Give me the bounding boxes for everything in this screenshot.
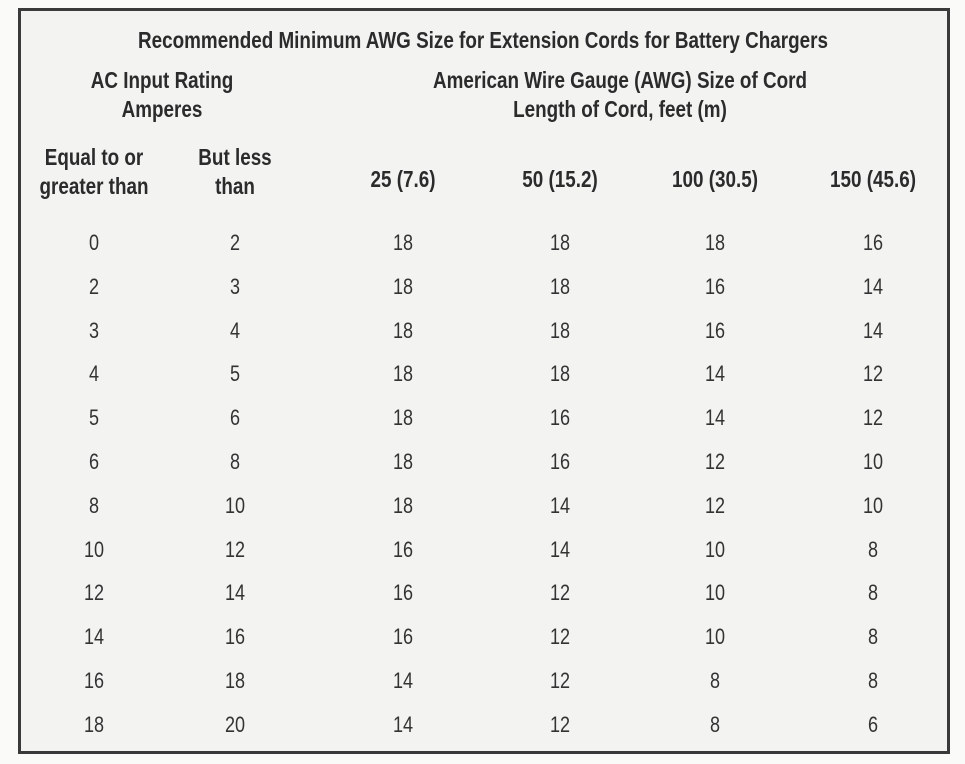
table-cell: 16 bbox=[704, 317, 726, 343]
table-cell: 5 bbox=[229, 361, 241, 387]
table-cell: 8 bbox=[229, 449, 241, 474]
table-cell: 14 bbox=[704, 361, 726, 387]
column-header: Equal to or greater than bbox=[39, 144, 149, 199]
table-cell: 12 bbox=[862, 405, 884, 431]
table-cell: 14 bbox=[862, 273, 884, 299]
table-cell: 14 bbox=[704, 405, 726, 431]
table-cell: 12 bbox=[704, 492, 726, 518]
table-cell: 12 bbox=[224, 536, 246, 562]
table-cell: 2 bbox=[88, 273, 100, 299]
table-cell: 16 bbox=[224, 624, 246, 650]
table-cell: 16 bbox=[549, 449, 571, 474]
table-cell: 18 bbox=[392, 230, 414, 255]
column-header: 100 (30.5) bbox=[672, 166, 758, 192]
table-cell: 14 bbox=[549, 492, 571, 518]
table-cell: 18 bbox=[704, 230, 726, 255]
table-cell: 12 bbox=[549, 580, 571, 606]
table-cell: 2 bbox=[229, 230, 241, 255]
table-cell: 4 bbox=[88, 361, 100, 387]
table-cell: 14 bbox=[392, 711, 414, 737]
table-cell: 14 bbox=[224, 580, 246, 606]
table-cell: 8 bbox=[867, 668, 879, 693]
table-cell: 20 bbox=[224, 711, 246, 737]
table-cell: 10 bbox=[704, 624, 726, 650]
table-cell: 12 bbox=[83, 580, 105, 606]
table-cell: 6 bbox=[88, 449, 100, 474]
table-cell: 8 bbox=[88, 492, 100, 518]
table-cell: 16 bbox=[392, 536, 414, 562]
table-cell: 3 bbox=[229, 273, 241, 299]
table-cell: 10 bbox=[862, 492, 884, 518]
table-cell: 6 bbox=[867, 711, 879, 737]
table-cell: 16 bbox=[549, 405, 571, 431]
table-cell: 12 bbox=[549, 668, 571, 693]
table-cell: 6 bbox=[229, 405, 241, 431]
column-header: 150 (45.6) bbox=[830, 166, 916, 192]
table-cell: 12 bbox=[549, 711, 571, 737]
table-cell: 18 bbox=[549, 273, 571, 299]
table-cell: 8 bbox=[867, 536, 879, 562]
table-cell: 14 bbox=[83, 624, 105, 650]
table-cell: 18 bbox=[392, 492, 414, 518]
group-header: American Wire Gauge (AWG) Size of Cord bbox=[433, 67, 807, 93]
group-subheader: Length of Cord, feet (m) bbox=[513, 96, 727, 122]
column-header: But less than bbox=[198, 144, 272, 199]
table-cell: 12 bbox=[862, 361, 884, 387]
table-cell: 16 bbox=[392, 580, 414, 606]
table-cell: 18 bbox=[549, 361, 571, 387]
group-header: AC Input Rating Amperes bbox=[90, 67, 234, 122]
table-cell: 16 bbox=[862, 230, 884, 255]
table-title: Recommended Minimum AWG Size for Extensi… bbox=[138, 27, 828, 53]
table-cell: 3 bbox=[88, 317, 100, 343]
table-cell: 18 bbox=[392, 449, 414, 474]
table-cell: 18 bbox=[392, 405, 414, 431]
table-cell: 14 bbox=[549, 536, 571, 562]
table-cell: 18 bbox=[83, 711, 105, 737]
column-header: 50 (15.2) bbox=[522, 166, 598, 192]
table-frame bbox=[18, 8, 950, 754]
table-cell: 18 bbox=[224, 668, 246, 693]
table-cell: 10 bbox=[862, 449, 884, 474]
table-cell: 18 bbox=[549, 230, 571, 255]
table-cell: 18 bbox=[392, 317, 414, 343]
table-cell: 12 bbox=[704, 449, 726, 474]
table-cell: 4 bbox=[229, 317, 241, 343]
table-cell: 16 bbox=[392, 624, 414, 650]
table-cell: 16 bbox=[83, 668, 105, 693]
table-cell: 8 bbox=[709, 668, 721, 693]
column-header: 25 (7.6) bbox=[370, 166, 436, 192]
table-cell: 10 bbox=[704, 536, 726, 562]
table-cell: 5 bbox=[88, 405, 100, 431]
table-cell: 18 bbox=[392, 361, 414, 387]
table-cell: 8 bbox=[709, 711, 721, 737]
table-cell: 18 bbox=[392, 273, 414, 299]
table-cell: 10 bbox=[224, 492, 246, 518]
table-cell: 10 bbox=[704, 580, 726, 606]
table-cell: 18 bbox=[549, 317, 571, 343]
table-cell: 12 bbox=[549, 624, 571, 650]
table-cell: 16 bbox=[704, 273, 726, 299]
table-cell: 14 bbox=[392, 668, 414, 693]
table-cell: 10 bbox=[83, 536, 105, 562]
table-cell: 0 bbox=[88, 230, 100, 255]
table-cell: 8 bbox=[867, 624, 879, 650]
table-cell: 14 bbox=[862, 317, 884, 343]
table-cell: 8 bbox=[867, 580, 879, 606]
